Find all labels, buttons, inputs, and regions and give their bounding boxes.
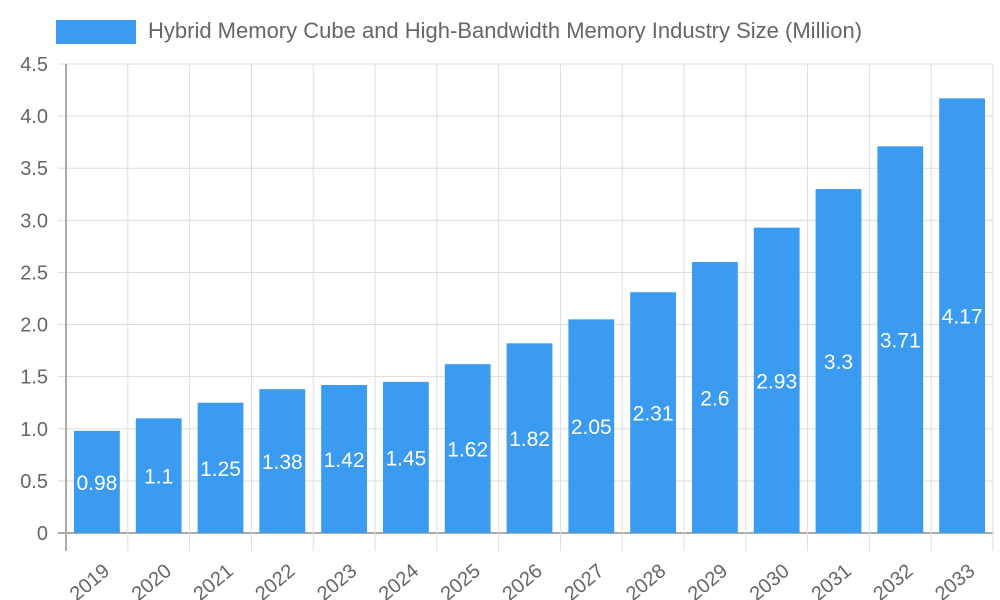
x-tick-label: 2033 [931,560,979,600]
bar [74,430,120,533]
bar [259,389,306,533]
bar [692,262,738,533]
x-tick-label: 2022 [251,560,299,600]
bar-value-label: 1.25 [200,458,241,481]
y-tick-label: 4.0 [20,106,48,128]
bar [321,385,367,533]
bar [753,227,800,533]
bar-value-label: 1.42 [324,449,365,472]
bar [939,98,985,533]
x-tick-label: 2024 [375,560,423,600]
bar [815,189,862,534]
bar-value-label: 2.31 [633,403,674,426]
bar [444,364,491,533]
bar-value-label: 2.6 [700,388,729,411]
x-tick-label: 2020 [128,560,176,600]
bar [135,418,182,533]
x-tick-label: 2025 [437,560,485,600]
bar-value-label: 3.3 [824,351,853,374]
y-tick-label: 2.0 [20,315,48,337]
x-tick-label: 2026 [498,560,546,600]
bar-value-label: 1.38 [262,451,303,474]
bar [197,402,244,533]
y-tick-label: 3.5 [20,158,48,180]
x-tick-label: 2029 [684,560,732,600]
bar-value-label: 2.93 [756,370,797,393]
x-tick-label: 2023 [313,560,361,600]
bar-value-label: 1.45 [385,447,426,470]
bar [506,343,553,533]
bar [568,319,615,533]
y-tick-label: 2.5 [20,262,48,284]
x-tick-label: 2028 [622,560,670,600]
x-tick-label: 2027 [560,560,608,600]
y-tick-label: 0.5 [20,471,48,493]
bar [630,292,676,533]
bar-value-label: 1.1 [144,466,173,489]
bar-value-label: 3.71 [880,330,921,353]
y-tick-label: 1.0 [20,419,48,441]
x-tick-label: 2021 [189,560,237,600]
bar-value-label: 2.05 [571,416,612,439]
x-tick-label: 2031 [807,560,855,600]
y-tick-label: 4.5 [20,54,48,76]
y-tick-label: 1.5 [20,367,48,389]
x-tick-label: 2032 [869,560,917,600]
legend-label[interactable]: Hybrid Memory Cube and High-Bandwidth Me… [148,18,863,43]
bar-value-label: 1.62 [447,439,488,462]
bar [877,146,924,533]
legend-swatch [56,20,136,44]
bar-value-label: 4.17 [942,306,983,329]
x-tick-label: 2019 [66,560,114,600]
bar [383,381,429,533]
bar-value-label: 1.82 [509,428,550,451]
bar-value-label: 0.98 [76,472,117,495]
y-tick-label: 3.0 [20,210,48,232]
y-tick-label: 0 [37,523,48,545]
x-tick-label: 2030 [746,560,794,600]
